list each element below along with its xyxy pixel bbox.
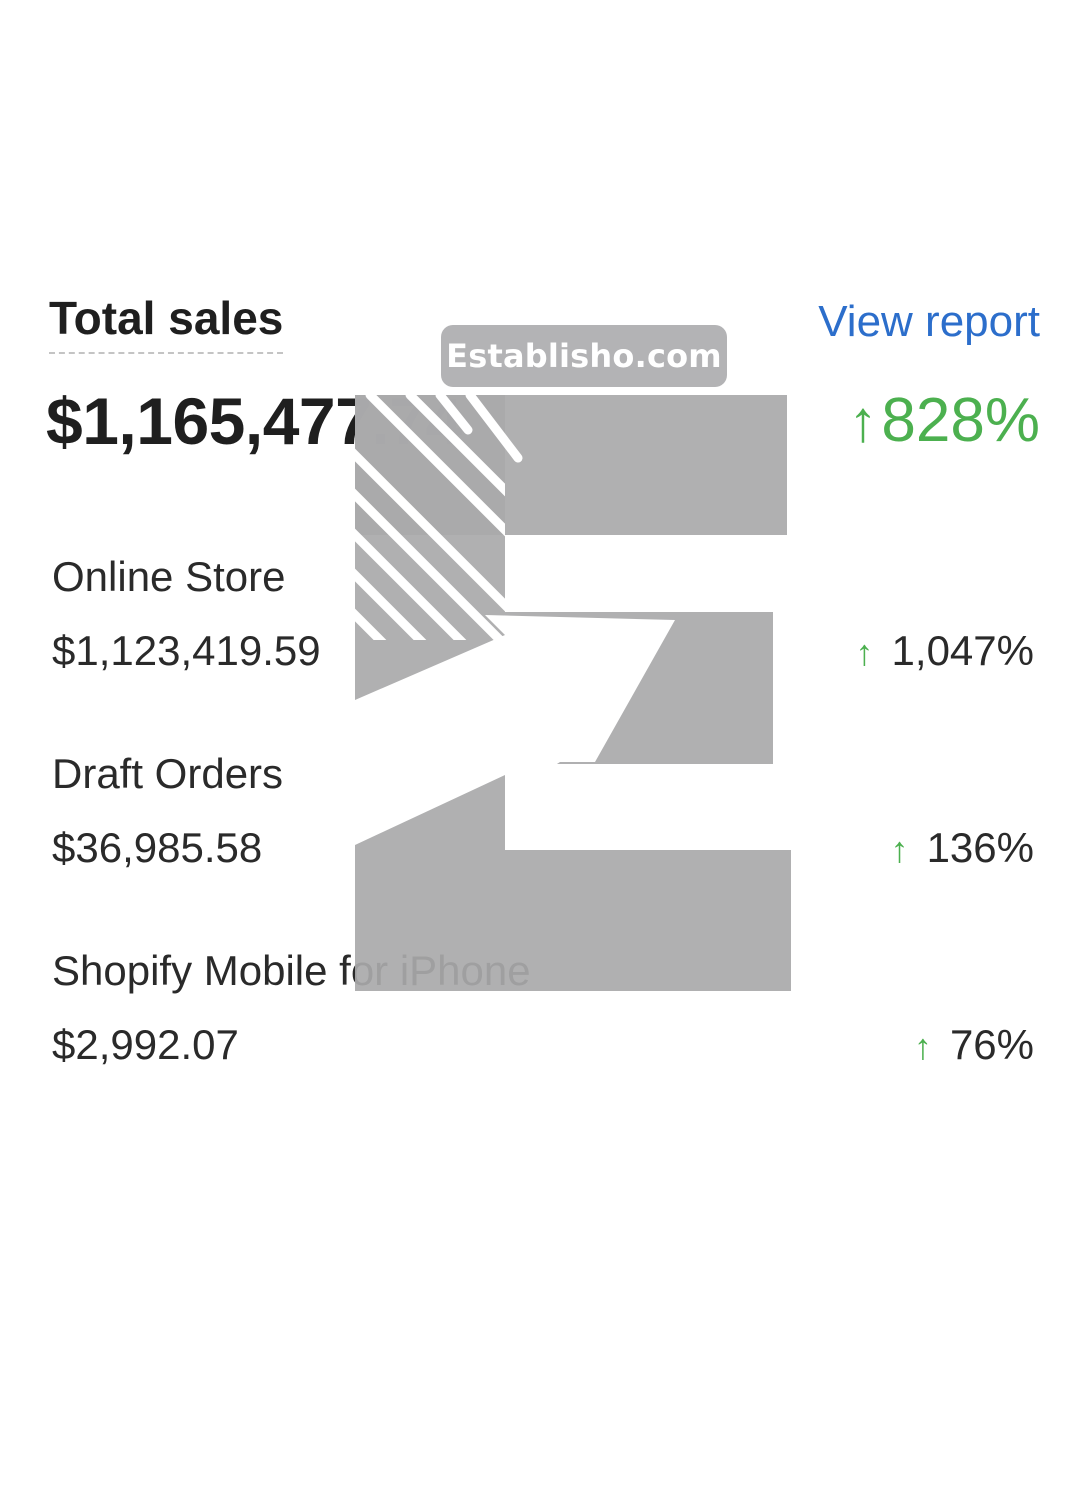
- total-sales-amount: $1,165,477.74: [46, 384, 462, 458]
- up-arrow-icon: ↑: [855, 632, 874, 673]
- up-arrow-icon: ↑: [848, 389, 878, 454]
- view-report-link[interactable]: View report: [818, 297, 1040, 346]
- channel-name: Draft Orders: [52, 750, 284, 797]
- channel-name: Shopify Mobile for iPhone: [52, 947, 531, 994]
- channel-name: Online Store: [52, 553, 286, 600]
- channel-change: ↑ 76%: [914, 1020, 1034, 1072]
- total-change-value: 828%: [881, 386, 1040, 455]
- watermark-label: Establisho.com: [441, 325, 727, 387]
- channel-amount: $2,992.07: [52, 1021, 239, 1068]
- channel-change-value: 136%: [926, 824, 1034, 871]
- channel-change-value: 1,047%: [891, 627, 1034, 674]
- channel-change: ↑ 1,047%: [856, 626, 1034, 678]
- up-arrow-icon: ↑: [890, 829, 909, 870]
- channel-change: ↑ 136%: [891, 823, 1034, 875]
- total-sales-change: ↑828%: [848, 384, 1040, 459]
- total-sales-title: Total sales: [49, 292, 284, 354]
- channel-change-value: 76%: [949, 1021, 1034, 1068]
- channel-amount: $36,985.58: [52, 824, 263, 871]
- up-arrow-icon: ↑: [913, 1026, 932, 1067]
- channel-amount: $1,123,419.59: [52, 627, 321, 674]
